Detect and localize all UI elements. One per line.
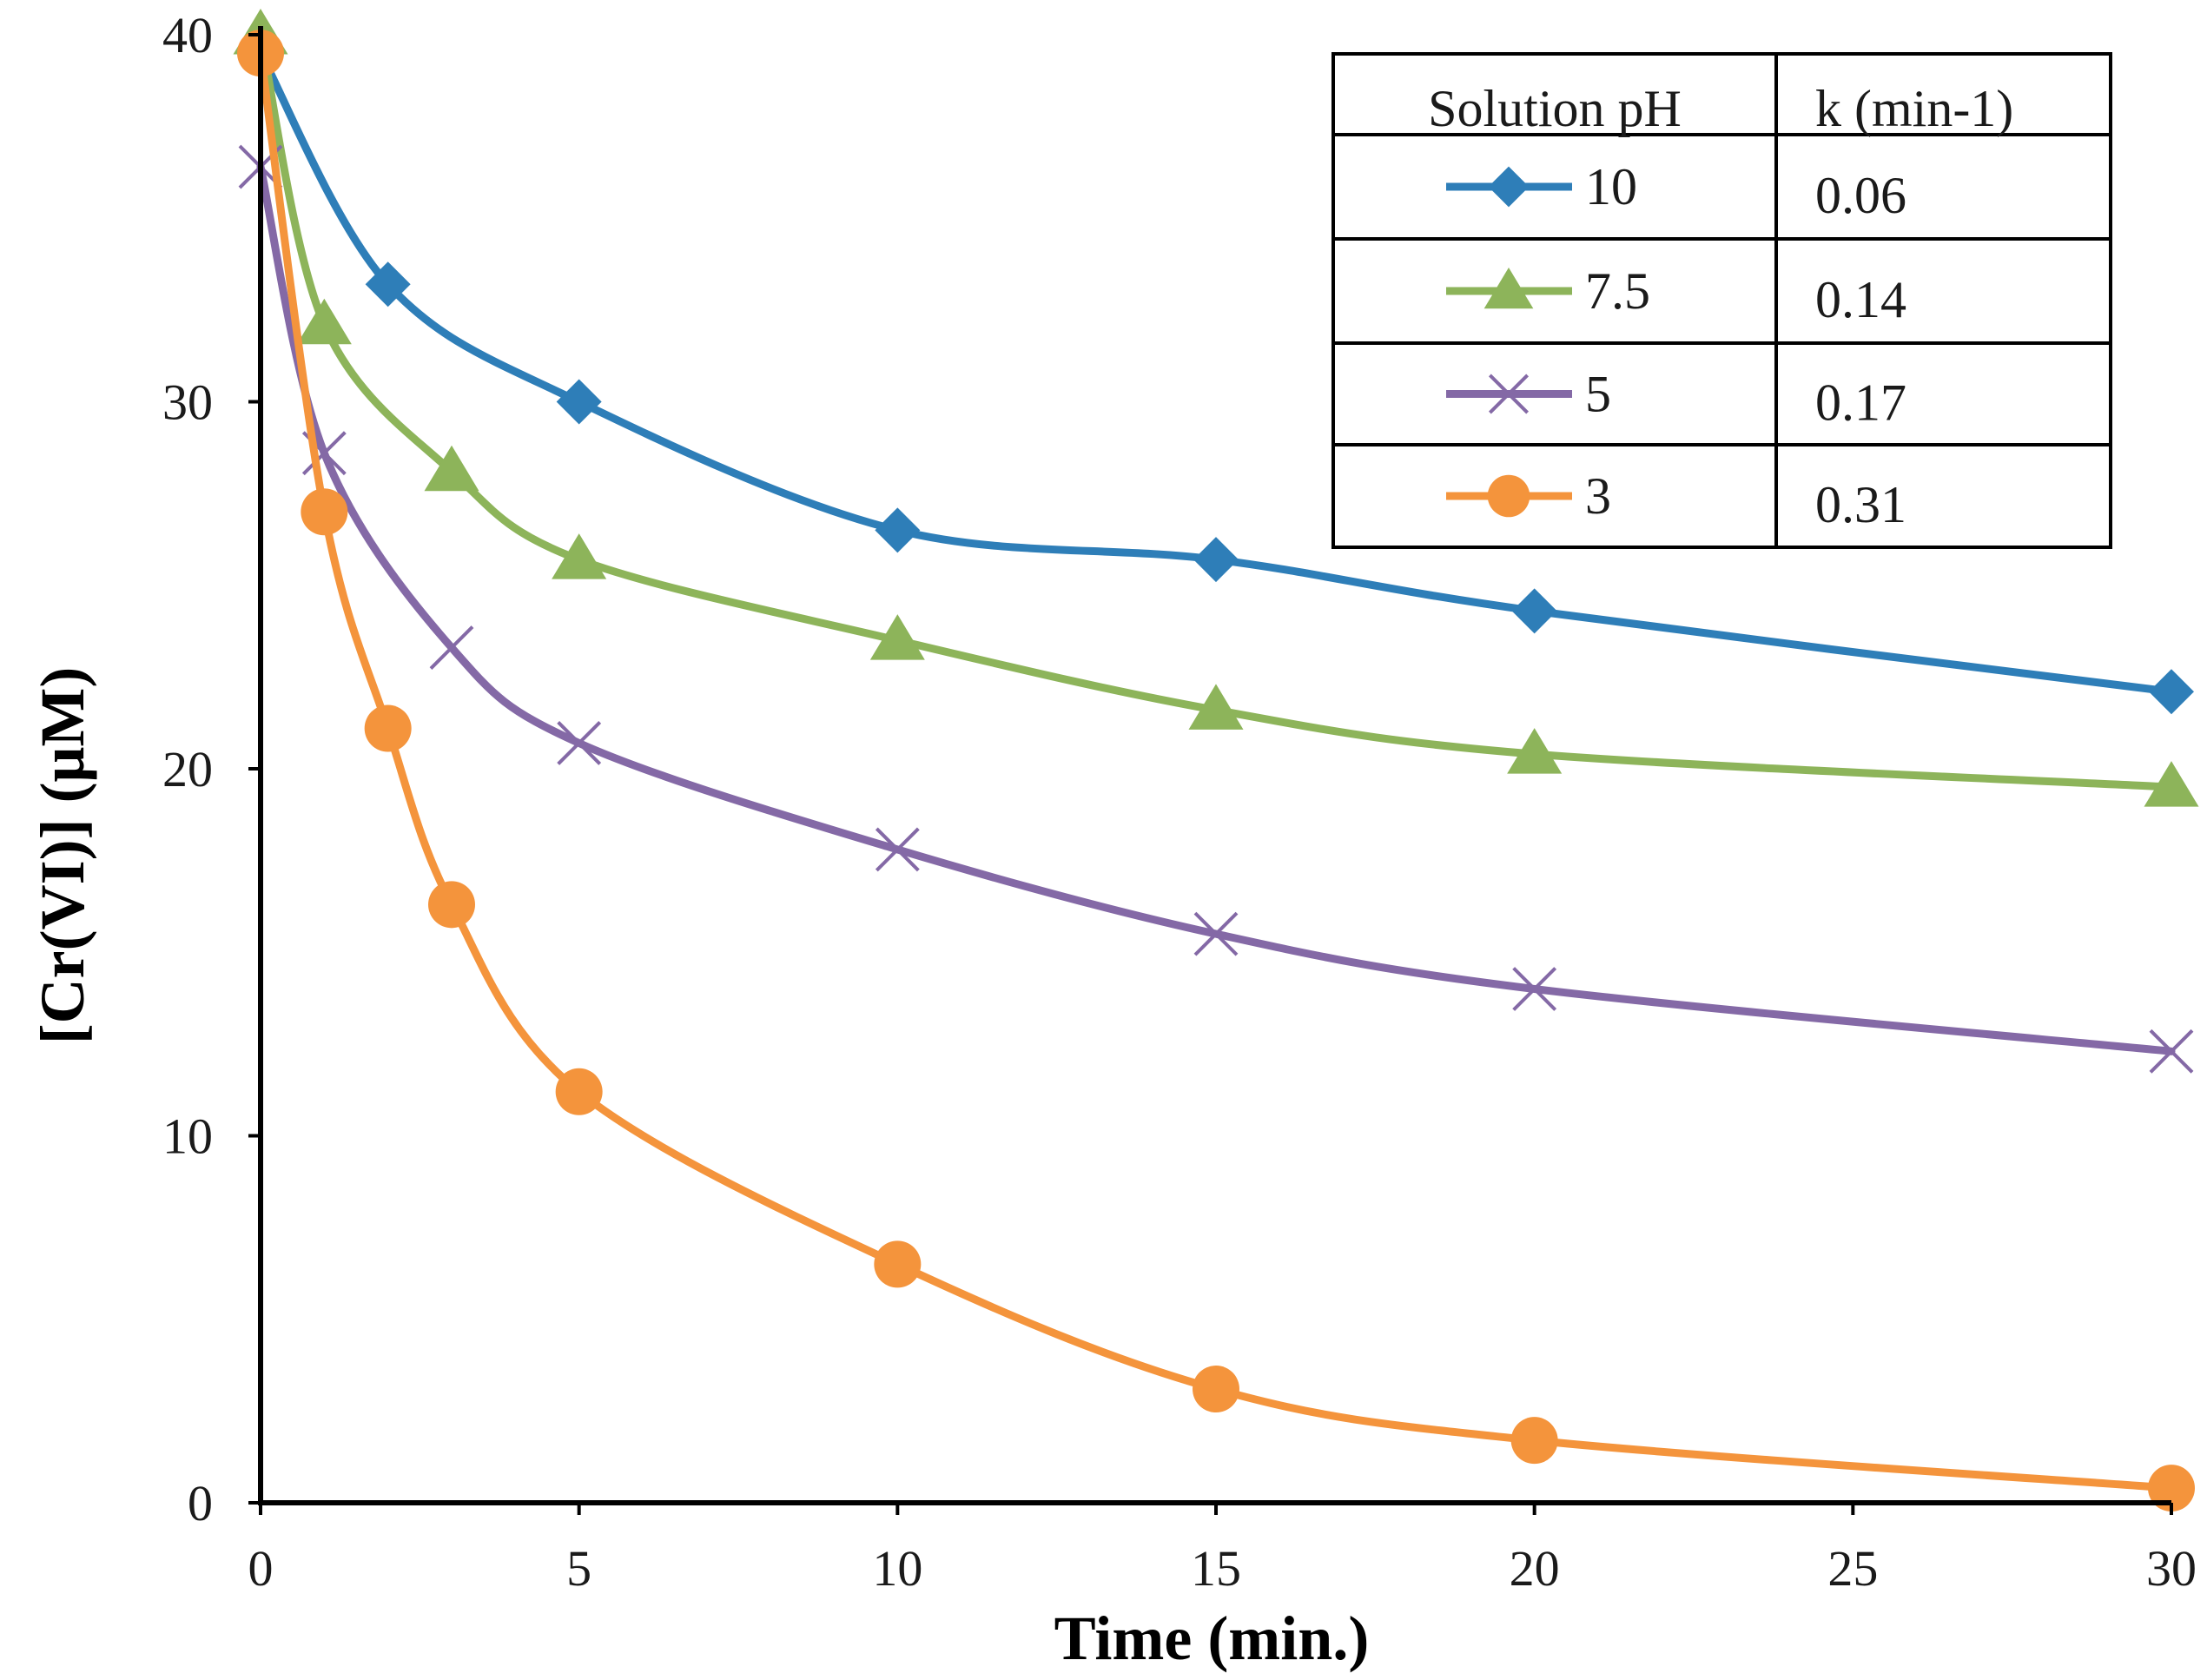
legend-series-label: 3 (1585, 467, 1611, 525)
legend-header-ph: Solution pH (1428, 80, 1682, 137)
data-point-triangle (869, 614, 925, 660)
marker-x-stroke (557, 721, 602, 765)
data-point-x (2149, 1029, 2194, 1074)
data-point-x (557, 721, 602, 765)
data-point-circle (1193, 1366, 1239, 1413)
data-point-circle (1510, 1417, 1558, 1465)
x-tick-label: 25 (1827, 1540, 1878, 1597)
legend-marker-diamond (1488, 166, 1530, 208)
data-point-diamond (1511, 588, 1557, 634)
marker-x-stroke (1512, 967, 1557, 1011)
ticks-layer: 0 5 10 15 20 25 30 0 10 20 30 40 (162, 7, 2197, 1597)
marker-x-stroke (1193, 911, 1239, 956)
data-point-triangle (296, 298, 352, 345)
marker-x-stroke (429, 625, 474, 670)
data-point-circle (2148, 1465, 2195, 1512)
legend-k-value: 0.31 (1815, 476, 1906, 533)
x-tick-label: 15 (1191, 1540, 1241, 1597)
marker-x-stroke (1488, 374, 1530, 414)
data-point-diamond (875, 507, 921, 553)
y-tick-label: 30 (162, 374, 213, 431)
legend-table: Solution pH k (min-1) 10 0.06 7.5 0.14 5 0.17 3 0… (1331, 52, 2112, 549)
series-layer (233, 9, 2199, 1512)
data-point-triangle (552, 533, 607, 579)
legend-marker-x (1488, 374, 1530, 414)
legend-k-value: 0.06 (1815, 167, 1906, 224)
data-point-x (429, 625, 474, 670)
legend-marker-triangle (1483, 268, 1534, 309)
x-tick-label: 20 (1510, 1540, 1560, 1597)
marker-x-stroke (2149, 1029, 2194, 1074)
data-point-triangle (1188, 684, 1244, 730)
data-point-triangle (424, 445, 479, 492)
data-point-triangle (2144, 761, 2199, 807)
legend-series-label: 5 (1585, 366, 1611, 423)
series-line (256, 162, 2176, 1055)
x-tick-label: 30 (2146, 1540, 2197, 1597)
data-point-circle (555, 1068, 603, 1115)
data-point-x (1193, 911, 1239, 956)
data-point-x (875, 827, 920, 872)
data-point-diamond (1193, 537, 1239, 583)
x-axis-title: Time (min.) (1054, 1604, 1370, 1673)
y-axis-title: [Cr(VI)] (μM) (28, 667, 97, 1045)
data-point-diamond (365, 261, 411, 308)
x-tick-label: 0 (248, 1540, 274, 1597)
legend-marker-circle (1487, 474, 1530, 518)
y-tick-label: 40 (162, 7, 213, 63)
data-point-diamond (556, 379, 602, 425)
x-tick-label: 10 (872, 1540, 922, 1597)
data-point-circle (301, 488, 348, 536)
marker-x-stroke (301, 431, 347, 476)
data-point-circle (428, 881, 475, 929)
legend-series-label: 10 (1585, 158, 1637, 215)
series-line (256, 49, 2176, 696)
legend-header-k: k (min-1) (1815, 80, 2013, 137)
legend-series-label: 7.5 (1585, 262, 1650, 320)
data-point-x (1512, 967, 1557, 1011)
x-tick-label: 5 (566, 1540, 591, 1597)
data-point-circle (874, 1240, 922, 1288)
y-tick-label: 10 (162, 1108, 213, 1165)
series-ph-3 (237, 30, 2195, 1512)
y-tick-label: 20 (162, 741, 213, 797)
legend-k-value: 0.17 (1815, 374, 1906, 432)
legend-k-value: 0.14 (1815, 271, 1906, 328)
data-point-diamond (2149, 669, 2194, 715)
data-point-circle (364, 704, 412, 752)
marker-x-stroke (875, 827, 920, 872)
data-point-triangle (1507, 728, 1563, 774)
y-tick-label: 0 (188, 1475, 213, 1531)
